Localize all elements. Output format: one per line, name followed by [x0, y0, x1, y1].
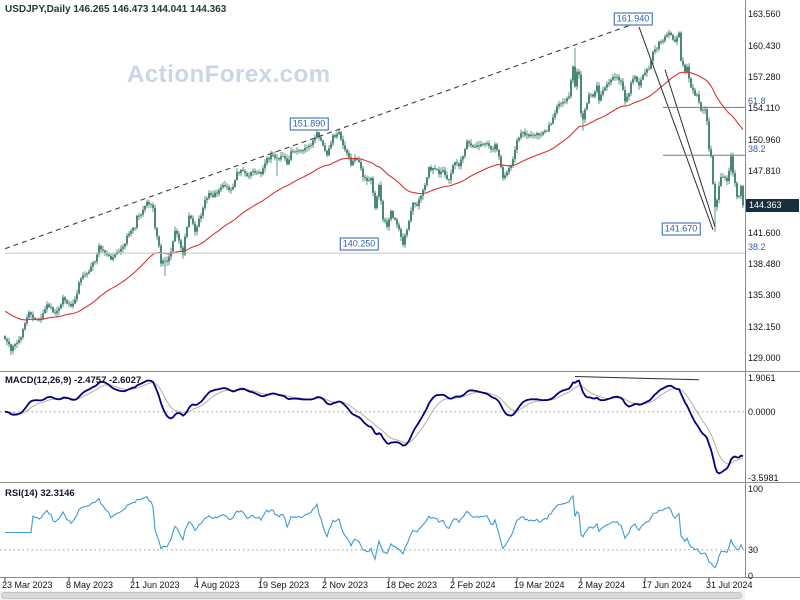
horizontal-scrollbar[interactable] [0, 591, 745, 600]
price-label-tag[interactable]: 141.670 [661, 222, 701, 236]
rsi-axis-label: 0 [748, 571, 754, 581]
x-axis-label: 8 May 2023 [66, 580, 114, 590]
macd-trendline[interactable] [574, 376, 700, 381]
y-axis-label: 160.430 [748, 40, 781, 51]
rsi-title: RSI(14) 32.3146 [5, 488, 75, 499]
macd-axis-label: 0.0000 [748, 406, 776, 417]
x-axis-label: 2 Nov 2023 [322, 580, 369, 590]
current-price-box: 144.363 [746, 198, 799, 212]
y-axis-label: 150.960 [748, 134, 781, 145]
macd-title: MACD(12,26,9) -2.4757 -2.6027 [5, 375, 142, 386]
scrollbar-thumb[interactable] [1, 592, 742, 599]
rsi-axis-label: 100 [748, 484, 764, 494]
x-axis-label: 21 Jun 2023 [130, 580, 180, 590]
watermark: ActionForex.com [127, 61, 331, 88]
x-axis-label: 23 Mar 2023 [2, 580, 53, 590]
trendline-2[interactable] [638, 26, 714, 230]
fib-level-label: 61.8 [748, 96, 766, 107]
fib-level-label: 38.2 [748, 144, 766, 155]
x-axis-label: 4 Aug 2023 [194, 580, 240, 590]
fib-level-label: 38.2 [748, 242, 766, 253]
macd-axis-label: 1.9061 [748, 373, 776, 383]
trendline-3[interactable] [664, 69, 716, 227]
x-axis-label: 31 Jul 2024 [706, 580, 753, 590]
macd-line [4, 379, 744, 475]
y-axis-label: 154.110 [748, 103, 780, 114]
x-axis-label: 17 Jun 2024 [642, 580, 692, 590]
y-axis-label: 141.600 [748, 227, 781, 238]
y-axis-label: 138.480 [748, 258, 781, 269]
price-label-tag[interactable]: 151.890 [289, 117, 329, 131]
x-axis-label: 18 Dec 2023 [386, 580, 438, 590]
moving-average-line [4, 71, 744, 321]
x-axis-label: 2 Feb 2024 [450, 580, 496, 590]
x-axis-label: 19 Sep 2023 [258, 580, 310, 590]
y-axis-label: 157.280 [748, 71, 781, 82]
y-axis-label: 163.560 [748, 9, 781, 20]
y-axis-label: 132.150 [748, 321, 781, 332]
rsi-axis-label: 30 [748, 544, 759, 555]
macd-axis-label: -3.5981 [748, 473, 779, 484]
y-axis-label: 147.810 [748, 166, 781, 176]
symbol-title: USDJPY,Daily 146.265 146.473 144.041 144… [5, 4, 227, 15]
price-label-tag[interactable]: 161.940 [613, 12, 653, 26]
x-axis-label: 2 May 2024 [578, 580, 626, 590]
y-axis-label: 129.000 [748, 353, 781, 364]
x-axis-label: 19 Mar 2024 [514, 580, 565, 590]
price-label-tag[interactable]: 140.250 [339, 237, 379, 251]
y-axis-label: 135.300 [748, 290, 781, 301]
rsi-line [5, 494, 744, 569]
